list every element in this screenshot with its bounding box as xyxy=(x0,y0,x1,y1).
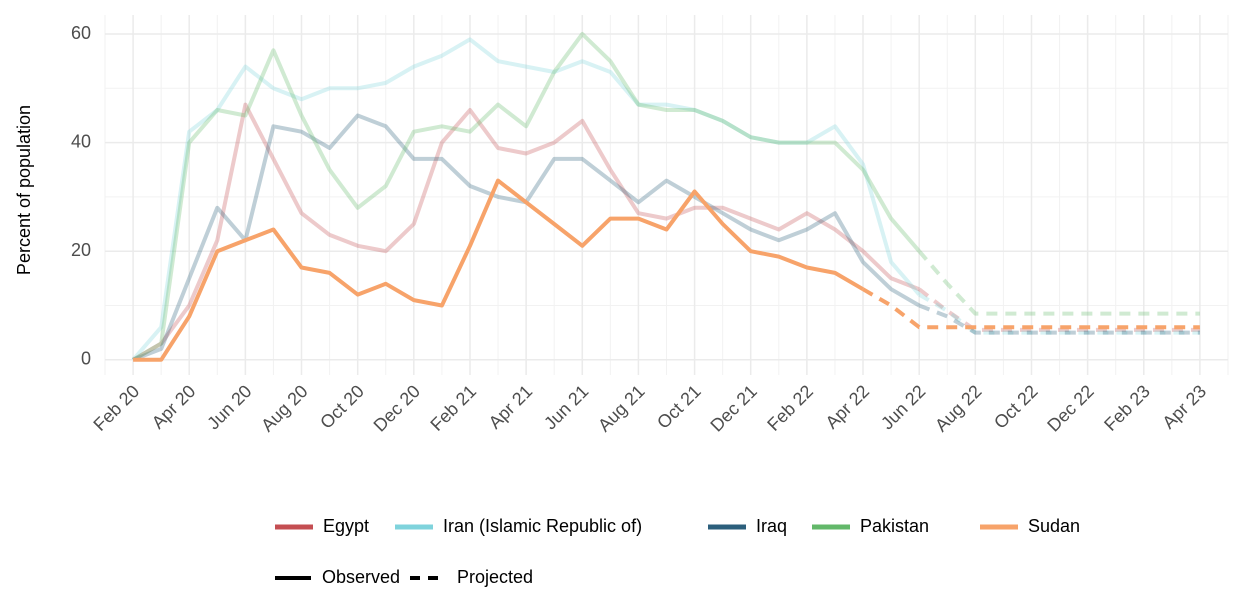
projected-line xyxy=(918,292,1200,335)
legend-label: Observed xyxy=(322,567,400,587)
x-tick-label: Dec 20 xyxy=(370,381,424,435)
y-axis-title: Percent of population xyxy=(14,105,34,275)
y-tick-label: 0 xyxy=(81,349,91,369)
x-tick-label: Oct 21 xyxy=(653,381,705,433)
observed-line xyxy=(131,37,921,362)
y-tick-label: 40 xyxy=(71,131,91,151)
observed-line xyxy=(133,178,865,362)
x-tick-label: Aug 21 xyxy=(594,381,648,435)
x-tick-label: Apr 20 xyxy=(148,381,200,433)
x-tick-label: Aug 20 xyxy=(257,381,311,435)
x-tick-label: Jun 20 xyxy=(203,381,255,433)
x-tick-label: Dec 22 xyxy=(1043,381,1097,435)
projected-line xyxy=(861,287,1200,330)
x-tick-label: Feb 23 xyxy=(1100,381,1154,435)
x-tick-label: Oct 20 xyxy=(316,381,368,433)
observed-line xyxy=(132,32,921,362)
x-tick-label: Apr 21 xyxy=(485,381,537,433)
observed-line xyxy=(132,102,920,362)
x-tick-label: Oct 22 xyxy=(990,381,1042,433)
legend-label: Pakistan xyxy=(860,516,929,536)
legend: Egypt Iran (Islamic Republic of) Iraq Pakis… xyxy=(275,516,1080,587)
x-tick-label: Apr 23 xyxy=(1158,381,1210,433)
legend-label: Iraq xyxy=(756,516,787,536)
x-tick-label: Feb 21 xyxy=(426,381,480,435)
x-tick-label: Jun 21 xyxy=(540,381,592,433)
x-tick-label: Jun 22 xyxy=(877,381,929,433)
legend-label: Projected xyxy=(457,567,533,587)
x-tick-label: Dec 21 xyxy=(706,381,760,435)
legend-label: Sudan xyxy=(1028,516,1080,536)
x-tick-label: Feb 20 xyxy=(89,381,143,435)
x-tick-label: Feb 22 xyxy=(763,381,817,435)
x-tick-label: Apr 22 xyxy=(822,381,874,433)
x-tick-label: Aug 22 xyxy=(931,381,985,435)
y-tick-label: 20 xyxy=(71,240,91,260)
y-tick-label: 60 xyxy=(71,23,91,43)
legend-label: Egypt xyxy=(323,516,369,536)
legend-label: Iran (Islamic Republic of) xyxy=(443,516,642,536)
projected-line xyxy=(917,287,1200,332)
